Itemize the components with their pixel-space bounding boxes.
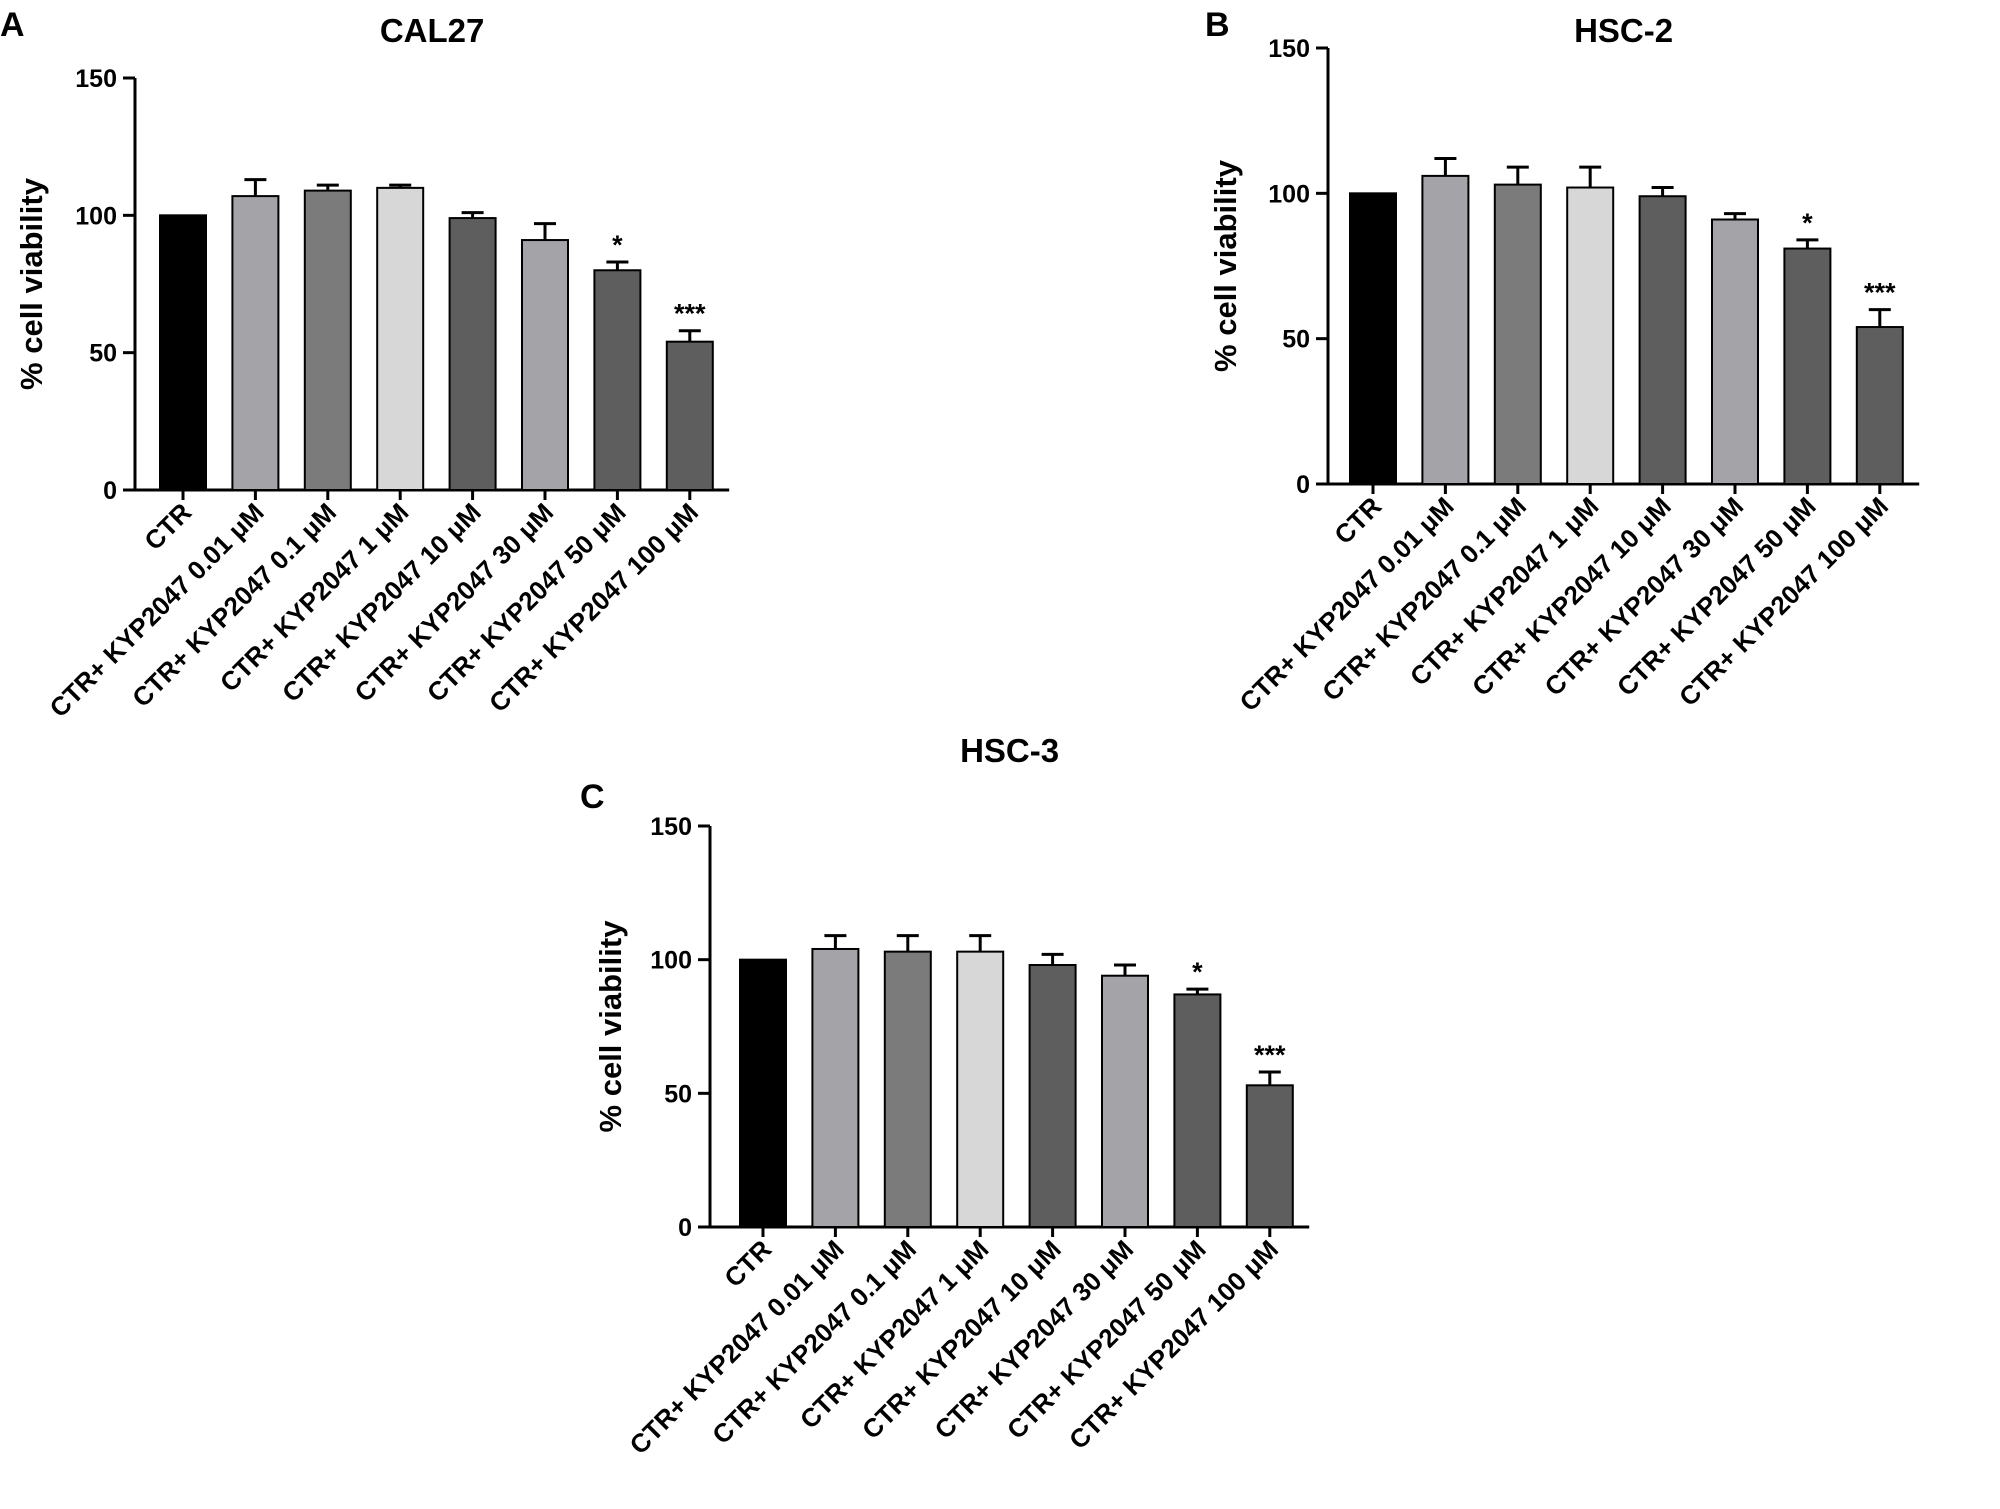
y-tick-label: 100 <box>650 947 692 975</box>
bar <box>811 947 860 1228</box>
panel-letter: B <box>1205 6 1230 44</box>
x-tick-label: CTR <box>1328 491 1387 550</box>
bar <box>303 189 352 491</box>
bar <box>739 958 787 1229</box>
y-axis-label: % cell viability <box>593 920 628 1133</box>
bar <box>376 186 425 491</box>
y-tick-label: 50 <box>1282 326 1310 354</box>
bar <box>448 217 497 492</box>
bar <box>1245 1084 1294 1229</box>
chart-title: HSC-3 <box>960 732 1059 769</box>
y-tick-label: 50 <box>89 340 117 368</box>
x-tick-label: CTR <box>138 497 197 556</box>
bar <box>1349 192 1397 485</box>
chart-title: HSC-2 <box>1574 12 1673 49</box>
bar <box>593 269 642 491</box>
significance-marker: *** <box>674 299 706 329</box>
y-tick-label: 100 <box>75 202 117 230</box>
bar <box>1638 195 1687 486</box>
significance-marker: *** <box>1254 1040 1286 1070</box>
bar <box>1101 974 1149 1228</box>
bar <box>1855 326 1904 486</box>
bar <box>1711 218 1759 485</box>
bar <box>883 950 932 1228</box>
significance-marker: * <box>612 230 623 260</box>
panel-letter: A <box>0 6 25 44</box>
bar <box>956 950 1005 1228</box>
significance-marker: *** <box>1864 278 1896 308</box>
bar <box>1173 993 1222 1228</box>
y-tick-label: 50 <box>664 1080 692 1108</box>
y-tick-label: 0 <box>1296 471 1310 499</box>
significance-marker: * <box>1802 208 1813 238</box>
bar <box>665 340 714 491</box>
significance-marker: * <box>1192 957 1203 987</box>
bar <box>1421 174 1470 485</box>
y-axis-label: % cell viability <box>1208 159 1243 372</box>
y-tick-label: 0 <box>103 477 117 505</box>
bar <box>1566 186 1615 486</box>
y-tick-label: 0 <box>678 1214 692 1242</box>
y-tick-label: 150 <box>1268 35 1310 63</box>
chart-title: CAL27 <box>380 12 485 49</box>
x-tick-label: CTR <box>718 1234 777 1293</box>
bar <box>1783 247 1832 485</box>
panel-letter: C <box>580 778 605 816</box>
y-tick-label: 150 <box>75 65 117 93</box>
y-axis-label: % cell viability <box>14 177 49 390</box>
y-tick-label: 100 <box>1268 180 1310 208</box>
bar <box>159 214 207 491</box>
y-tick-label: 150 <box>650 813 692 841</box>
bar <box>1028 964 1077 1228</box>
bar <box>231 195 280 492</box>
bar <box>1493 183 1542 485</box>
bar <box>521 239 569 491</box>
